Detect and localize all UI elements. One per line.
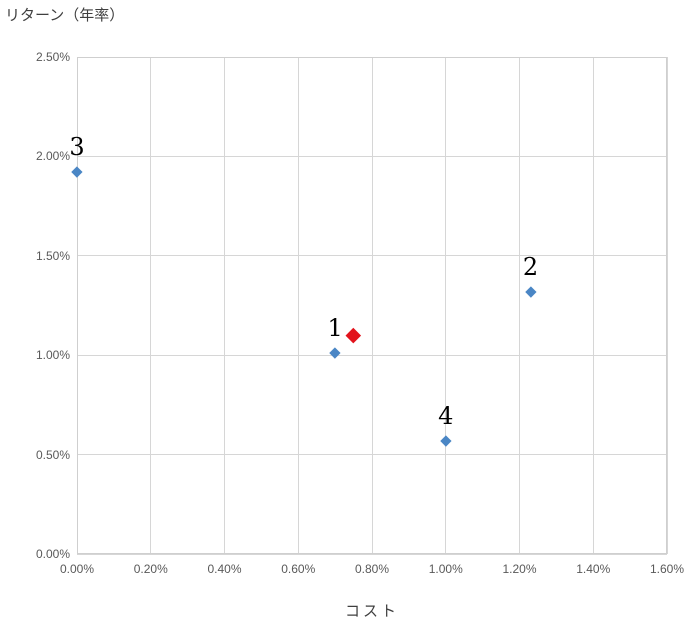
v-gridline [150,57,152,554]
x-tick-label: 0.80% [354,562,390,576]
h-gridline [77,454,667,456]
x-tick-label: 0.20% [133,562,168,576]
v-gridline [224,57,225,554]
v-gridline [592,57,594,554]
y-tick-label: 0.50% [35,447,70,462]
x-tick-label: 1.20% [502,562,537,576]
y-tick-label: 1.50% [35,248,70,263]
h-gridline [77,354,667,356]
v-gridline [519,57,520,554]
x-tick-label: 0.00% [59,562,95,576]
v-gridline [371,57,373,554]
y-tick-label: 2.00% [35,149,70,164]
h-gridline [77,155,667,157]
v-gridline [445,57,447,554]
y-tick-label: 2.50% [35,50,70,64]
data-point-label: 4 [438,401,454,430]
data-point-label: 2 [522,252,539,281]
x-tick-label: 1.00% [428,562,463,576]
data-point-label: 3 [69,133,85,162]
v-gridline [666,57,668,554]
h-gridline [77,255,667,257]
x-tick-label: 0.60% [281,562,316,576]
h-gridline [77,553,667,555]
y-tick-label: 1.00% [35,348,70,363]
data-point-label: 1 [327,314,343,343]
v-gridline [297,57,299,554]
y-tick-label: 0.00% [35,547,70,561]
chart-title: リターン（年率） [5,7,125,24]
plot-area-border [77,57,667,554]
x-axis-title: コスト [344,603,399,620]
x-tick-label: 1.40% [576,562,611,576]
x-tick-label: 0.40% [207,562,242,576]
x-tick-label: 1.60% [649,562,685,576]
